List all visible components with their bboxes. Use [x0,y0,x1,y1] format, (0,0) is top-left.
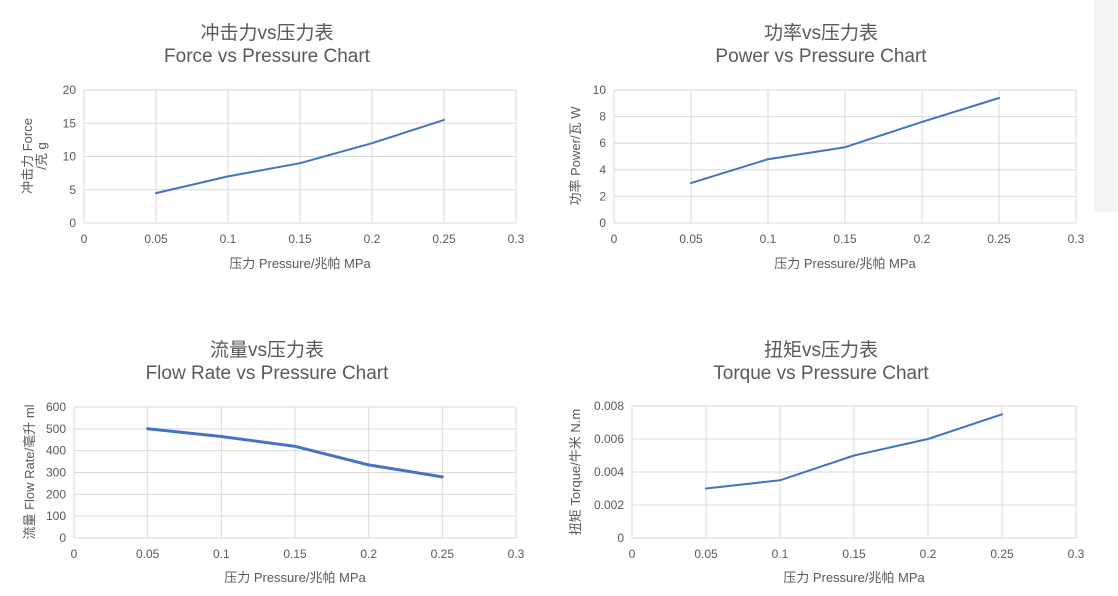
x-tick-label: 0.1 [213,547,230,561]
y-tick-label: 0 [599,216,606,230]
x-tick-label: 0.1 [760,232,777,246]
chart-title: 流量vs压力表 [210,339,324,361]
x-axis-label: 压力 Pressure/兆帕 MPa [774,256,916,271]
x-tick-label: 0.2 [914,232,931,246]
x-tick-label: 0 [81,232,88,246]
x-tick-label: 0.25 [987,232,1011,246]
y-tick-label: 300 [46,466,66,480]
x-tick-label: 0.15 [288,232,312,246]
y-tick-label: 500 [46,422,66,436]
chart-title: 扭矩vs压力表 [764,339,878,361]
y-tick-label: 0.006 [594,432,624,446]
y-tick-label: 10 [593,83,607,97]
side-panel-strip [1094,0,1118,212]
x-tick-label: 0.2 [920,547,937,561]
y-tick-label: 0.002 [594,498,624,512]
y-tick-label: 0 [617,531,624,545]
x-axis-label: 压力 Pressure/兆帕 MPa [224,570,366,585]
y-axis-label-line: 流量 Flow Rate/毫升 ml [22,404,37,539]
x-tick-label: 0.05 [144,232,168,246]
chart-subtitle: Torque vs Pressure Chart [713,363,929,384]
chart-subtitle: Power vs Pressure Chart [715,46,927,67]
y-tick-label: 5 [69,183,76,197]
chart-subtitle: Flow Rate vs Pressure Chart [146,363,390,384]
y-axis-label: 流量 Flow Rate/毫升 ml [22,404,37,539]
x-tick-label: 0.3 [1068,232,1085,246]
y-axis-label-line: 功率 Power/瓦 W [568,106,583,206]
y-axis-label: 扭矩 Torque/牛米 N.m [568,409,583,535]
x-tick-label: 0.05 [679,232,703,246]
x-tick-label: 0.25 [432,232,456,246]
y-tick-label: 10 [63,150,77,164]
y-tick-label: 20 [63,83,77,97]
y-tick-label: 15 [63,116,77,130]
x-tick-label: 0.1 [220,232,237,246]
y-tick-label: 0 [69,216,76,230]
y-axis-label-line: 扭矩 Torque/牛米 N.m [568,409,583,535]
y-tick-label: 4 [599,163,606,177]
chart-title: 功率vs压力表 [764,22,878,44]
y-axis-label: 冲击力 Force/克 g [20,118,49,194]
y-tick-label: 0.008 [594,399,624,413]
x-tick-label: 0.15 [833,232,857,246]
x-tick-label: 0.15 [842,547,866,561]
x-axis-label: 压力 Pressure/兆帕 MPa [229,256,371,271]
y-tick-label: 200 [46,487,66,501]
x-tick-label: 0.3 [508,232,525,246]
x-tick-label: 0 [71,547,78,561]
y-tick-label: 0.004 [594,465,624,479]
y-tick-label: 6 [599,136,606,150]
x-tick-label: 0.2 [364,232,381,246]
chart-title: 冲击力vs压力表 [200,22,333,44]
y-axis-label-line: /克 g [34,142,49,169]
x-tick-label: 0.2 [360,547,377,561]
x-tick-label: 0 [611,232,618,246]
x-tick-label: 0.3 [508,547,525,561]
y-tick-label: 600 [46,400,66,414]
y-tick-label: 0 [59,531,66,545]
x-tick-label: 0.05 [136,547,160,561]
x-tick-label: 0 [629,547,636,561]
y-tick-label: 100 [46,509,66,523]
x-axis-label: 压力 Pressure/兆帕 MPa [783,570,925,585]
x-tick-label: 0.05 [694,547,718,561]
y-tick-label: 400 [46,444,66,458]
y-axis-label-line: 冲击力 Force [20,118,35,194]
y-axis-label: 功率 Power/瓦 W [568,106,583,206]
x-tick-label: 0.25 [990,547,1014,561]
y-tick-label: 8 [599,110,606,124]
x-tick-label: 0.25 [431,547,455,561]
x-tick-label: 0.3 [1068,547,1085,561]
y-tick-label: 2 [599,189,606,203]
x-tick-label: 0.15 [283,547,307,561]
x-tick-label: 0.1 [772,547,789,561]
chart-subtitle: Force vs Pressure Chart [164,46,371,67]
